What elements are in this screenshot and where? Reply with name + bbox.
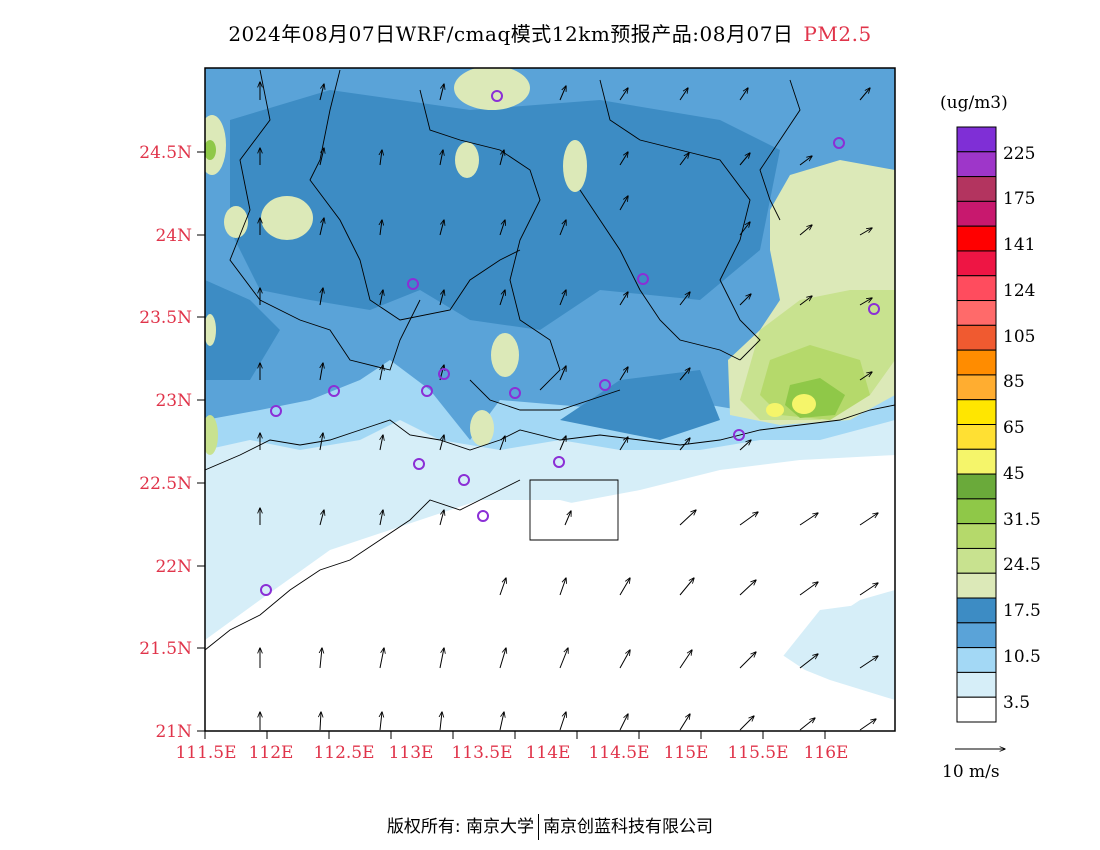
lon-label: 112.5E bbox=[313, 743, 374, 763]
wind-scale-label: 10 m/s bbox=[942, 762, 1000, 782]
legend-level: 124 bbox=[1003, 281, 1035, 301]
station-marker bbox=[509, 387, 521, 399]
lon-label: 111.5E bbox=[175, 743, 236, 763]
lon-label: 115.5E bbox=[727, 743, 788, 763]
lat-label: 22.5N bbox=[139, 474, 192, 494]
legend-swatch bbox=[956, 473, 997, 500]
legend-unit: (ug/m3) bbox=[940, 93, 1008, 113]
pm25-field bbox=[205, 68, 895, 731]
station-marker bbox=[477, 510, 489, 522]
legend-labels: 225 175 141 124 105 85 65 45 31.5 24.5 1… bbox=[1003, 144, 1041, 713]
legend-level: 45 bbox=[1003, 464, 1025, 484]
legend-swatch bbox=[956, 250, 997, 277]
company-text: 南京创蓝科技有限公司 bbox=[543, 817, 714, 837]
lat-label: 24.5N bbox=[139, 143, 192, 163]
legend-level: 17.5 bbox=[1003, 601, 1041, 621]
station-marker bbox=[637, 273, 649, 285]
station-marker bbox=[553, 456, 565, 468]
lon-label: 115E bbox=[664, 743, 709, 763]
station-marker bbox=[413, 458, 425, 470]
station-marker bbox=[407, 278, 419, 290]
legend-swatch bbox=[956, 300, 997, 326]
legend-swatch bbox=[956, 324, 997, 351]
lon-label: 112E bbox=[249, 743, 294, 763]
legend-level: 105 bbox=[1003, 327, 1035, 347]
legend-swatch bbox=[956, 126, 997, 153]
station-marker bbox=[599, 379, 611, 391]
station-marker bbox=[328, 385, 340, 397]
lon-label: 113.5E bbox=[451, 743, 512, 763]
station-marker bbox=[458, 474, 470, 486]
station-marker bbox=[733, 429, 745, 441]
legend-swatch bbox=[956, 523, 997, 549]
legend-level: 85 bbox=[1003, 372, 1025, 392]
station-marker bbox=[868, 303, 880, 315]
chart-title: 2024年08月07日WRF/cmaq模式12km预报产品:08月07日 PM2.… bbox=[0, 18, 1100, 47]
lat-label: 22N bbox=[155, 557, 192, 577]
lat-label: 24N bbox=[155, 226, 192, 246]
legend-level: 3.5 bbox=[1003, 693, 1030, 713]
station-marker bbox=[833, 137, 845, 149]
lat-label: 23.5N bbox=[139, 308, 192, 328]
legend-swatch bbox=[956, 498, 997, 525]
legend-swatch bbox=[956, 547, 997, 574]
legend-swatch bbox=[956, 151, 997, 178]
title-text: 2024年08月07日WRF/cmaq模式12km预报产品:08月07日 bbox=[228, 22, 794, 46]
station-marker bbox=[260, 584, 272, 596]
legend-swatch bbox=[956, 622, 997, 649]
legend-swatch bbox=[956, 225, 997, 252]
legend-swatch bbox=[956, 647, 997, 673]
lat-label: 23N bbox=[155, 391, 192, 411]
station-markers bbox=[260, 90, 880, 596]
lat-axis bbox=[197, 151, 205, 732]
color-legend bbox=[956, 126, 997, 723]
lat-label: 21N bbox=[155, 722, 192, 742]
copyright-text: 版权所有: 南京大学 bbox=[386, 817, 535, 837]
legend-swatch bbox=[956, 275, 997, 302]
footer-separator bbox=[538, 814, 540, 840]
station-marker bbox=[438, 368, 450, 380]
legend-swatch bbox=[956, 671, 997, 698]
station-marker bbox=[491, 90, 503, 102]
legend-swatch bbox=[956, 399, 997, 426]
legend-swatch bbox=[956, 200, 997, 227]
station-marker bbox=[270, 405, 282, 417]
legend-swatch bbox=[956, 597, 997, 624]
lon-label: 114E bbox=[526, 743, 571, 763]
legend-swatch bbox=[956, 176, 997, 202]
legend-level: 141 bbox=[1003, 235, 1035, 255]
legend-level: 31.5 bbox=[1003, 510, 1041, 530]
lon-axis bbox=[204, 731, 826, 739]
pollutant-label: PM2.5 bbox=[803, 22, 872, 46]
footer: 版权所有: 南京大学 南京创蓝科技有限公司 bbox=[0, 812, 1100, 840]
legend-swatch bbox=[956, 349, 997, 376]
lon-label: 113E bbox=[389, 743, 434, 763]
legend-level: 65 bbox=[1003, 418, 1025, 438]
lat-label: 21.5N bbox=[139, 639, 192, 659]
legend-level: 225 bbox=[1003, 144, 1035, 164]
legend-swatch bbox=[956, 572, 997, 599]
legend-level: 24.5 bbox=[1003, 555, 1041, 575]
legend-swatch bbox=[956, 696, 997, 723]
legend-level: 175 bbox=[1003, 189, 1035, 209]
lon-label: 116E bbox=[804, 743, 849, 763]
legend-swatch bbox=[956, 424, 997, 450]
legend-swatch bbox=[956, 448, 997, 475]
station-marker bbox=[421, 385, 433, 397]
lon-label: 114.5E bbox=[588, 743, 649, 763]
wind-vectors bbox=[260, 82, 878, 731]
legend-swatch bbox=[956, 374, 997, 401]
legend-level: 10.5 bbox=[1003, 647, 1041, 667]
